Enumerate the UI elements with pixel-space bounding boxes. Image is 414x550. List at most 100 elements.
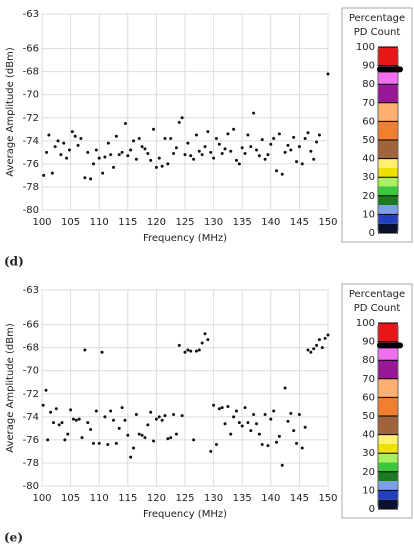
x-tick-label: 110 (90, 217, 109, 228)
colorbar-tick-label: 100 (356, 318, 375, 329)
data-point (47, 133, 51, 137)
data-point (166, 437, 170, 441)
colorbar-segment (378, 121, 398, 140)
data-point (140, 145, 144, 149)
data-point (309, 149, 313, 153)
colorbar-frame (341, 283, 413, 519)
data-point (89, 177, 93, 181)
data-point (56, 139, 60, 143)
data-point (249, 145, 253, 149)
data-point (146, 152, 150, 156)
data-point (266, 444, 270, 448)
data-point (277, 132, 281, 136)
data-point (183, 153, 187, 157)
data-point (326, 72, 330, 76)
colorbar-segment (378, 434, 398, 444)
x-tick-label: 100 (32, 217, 51, 228)
data-point (117, 426, 121, 430)
data-point (257, 432, 261, 436)
data-point (51, 421, 55, 425)
colorbar-tick-label: 20 (362, 191, 375, 202)
colorbar-tick-label: 50 (362, 411, 375, 422)
colorbar-tick-label: 60 (362, 116, 375, 127)
colorbar-tick-label: 0 (369, 504, 375, 515)
data-point (106, 442, 110, 446)
x-tick-label: 140 (261, 217, 280, 228)
x-tick-label: 140 (261, 493, 280, 504)
data-point (114, 134, 118, 138)
data-point (292, 429, 296, 433)
data-point (83, 176, 87, 180)
data-point (269, 142, 273, 146)
data-point (154, 165, 158, 169)
data-point (180, 414, 184, 418)
data-point (152, 127, 156, 131)
data-point (286, 419, 290, 423)
data-point (177, 343, 181, 347)
y-tick-label: -78 (23, 182, 39, 193)
colorbar-segment (378, 416, 398, 435)
colorbar-segment (378, 397, 398, 416)
data-point (129, 148, 133, 152)
data-point (100, 350, 104, 354)
colorbar-tick-label: 10 (362, 485, 375, 496)
colorbar-title: PD Count (354, 303, 401, 314)
colorbar-segment (378, 471, 398, 482)
data-point (194, 133, 198, 137)
data-point (180, 116, 184, 120)
y-tick-label: -74 (23, 412, 39, 423)
x-tick-label: 125 (175, 493, 194, 504)
colorbar-tick-label: 90 (362, 61, 375, 72)
x-tick-label: 135 (233, 493, 252, 504)
data-point (174, 432, 178, 436)
colorbar-tick-label: 100 (356, 42, 375, 53)
y-tick-label: -72 (23, 389, 39, 400)
data-point (297, 413, 301, 417)
data-point (149, 158, 153, 162)
data-point (103, 415, 107, 419)
data-point (252, 413, 256, 417)
data-point (134, 157, 138, 161)
data-point (220, 406, 224, 410)
data-point (46, 438, 50, 442)
data-point (160, 418, 164, 422)
colorbar-segment (378, 177, 398, 187)
data-point (91, 441, 95, 445)
data-point (243, 152, 247, 156)
data-point (272, 409, 276, 413)
data-point (66, 432, 70, 436)
data-point (240, 146, 244, 150)
data-point (157, 156, 161, 160)
data-point (169, 137, 173, 141)
data-point (174, 146, 178, 150)
data-point (255, 422, 258, 426)
data-point (326, 333, 330, 337)
colorbar-segment (378, 499, 398, 509)
data-point (126, 433, 130, 437)
data-point (70, 130, 74, 134)
data-point (323, 336, 327, 340)
colorbar-segment (378, 167, 398, 178)
colorbar-segment (378, 140, 398, 159)
data-point (106, 141, 110, 145)
colorbar-segment (378, 186, 398, 196)
colorbar-tick-label: 70 (362, 374, 375, 385)
data-point (266, 153, 270, 157)
colorbar-segment (378, 481, 398, 491)
data-point (126, 154, 130, 158)
data-point (60, 421, 64, 425)
data-point (229, 432, 233, 436)
data-point (109, 153, 113, 157)
x-tick-label: 130 (204, 493, 223, 504)
data-point (54, 407, 58, 411)
colorbar-tick-label: 30 (362, 448, 375, 459)
data-point (97, 441, 101, 445)
data-point (263, 157, 267, 161)
data-point (67, 148, 71, 152)
data-point (73, 134, 77, 138)
data-point (312, 347, 316, 351)
colorbar-segment (378, 214, 398, 224)
data-point (189, 349, 193, 353)
colorbar-tick-label: 20 (362, 467, 375, 478)
data-point (137, 432, 141, 436)
